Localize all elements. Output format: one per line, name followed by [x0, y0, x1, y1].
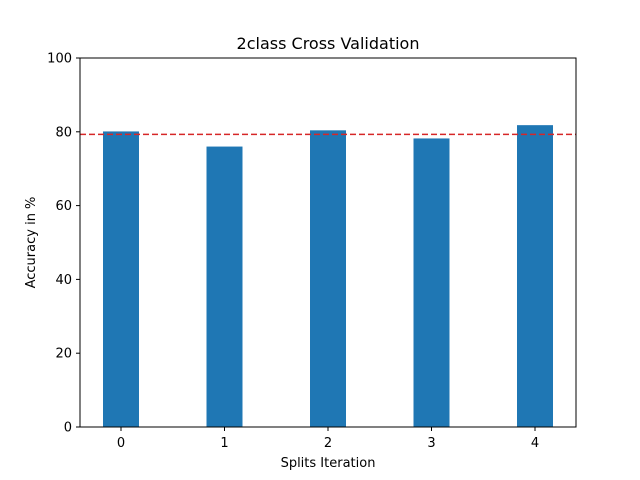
bar-3	[413, 138, 450, 427]
x-tick-label-1: 1	[220, 436, 228, 451]
x-axis: 0 1 2 3 4	[117, 427, 539, 451]
y-tick-label-100: 100	[47, 52, 72, 67]
y-tick-label-20: 20	[55, 347, 72, 362]
y-tick-label-60: 60	[55, 199, 72, 214]
bar-2	[310, 130, 346, 427]
y-tick-label-40: 40	[55, 273, 72, 288]
x-tick-label-3: 3	[427, 436, 435, 451]
bars-group	[103, 125, 553, 428]
chart-title: 2class Cross Validation	[237, 34, 420, 53]
bar-1	[206, 146, 243, 427]
bar-0	[103, 131, 139, 427]
x-tick-label-0: 0	[117, 436, 125, 451]
y-tick-label-0: 0	[64, 421, 72, 436]
y-axis: 0 20 40 60 80 100	[47, 52, 80, 436]
x-axis-label: Splits Iteration	[281, 456, 376, 471]
x-tick-label-2: 2	[324, 436, 332, 451]
bar-4	[517, 125, 553, 428]
y-axis-label: Accuracy in %	[24, 197, 39, 289]
x-tick-label-4: 4	[531, 436, 539, 451]
y-tick-label-80: 80	[55, 125, 72, 140]
